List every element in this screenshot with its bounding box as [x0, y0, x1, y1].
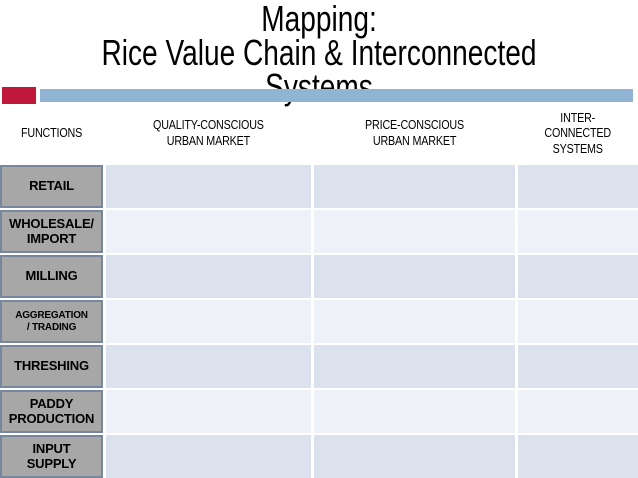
table-cell: [518, 165, 638, 208]
column-header-price-conscious-urban-market: PRICE-CONSCIOUS URBAN MARKET: [314, 104, 515, 164]
table-cell: [314, 300, 515, 343]
table-cell: [314, 165, 515, 208]
table-cell: [314, 435, 515, 478]
row-label-text: INPUT SUPPLY: [26, 440, 77, 471]
row-label-text: RETAIL: [29, 178, 74, 194]
table-cell: [518, 210, 638, 253]
table-cell: [106, 390, 311, 433]
red-accent-bar: [2, 87, 36, 104]
row-label-retail: RETAIL: [0, 165, 103, 208]
table-cell: [518, 255, 638, 298]
column-header-interconnected-systems: INTER- CONNECTED SYSTEMS: [518, 104, 638, 164]
column-header-label: QUALITY-CONSCIOUS URBAN MARKET: [153, 118, 264, 148]
table-cell: [106, 345, 311, 388]
table-cell: [106, 210, 311, 253]
table-cell: [314, 210, 515, 253]
table-cell: [314, 390, 515, 433]
value-chain-table: RETAIL WHOLESALE/ IMPORT MILLING AGGREGA…: [0, 165, 638, 478]
blue-accent-bar: [40, 89, 633, 102]
row-label-text: WHOLESALE/ IMPORT: [9, 215, 94, 246]
column-header-label: FUNCTIONS: [20, 126, 83, 141]
table-cell: [518, 435, 638, 478]
table-cell: [314, 255, 515, 298]
column-header-quality-conscious-urban-market: QUALITY-CONSCIOUS URBAN MARKET: [106, 104, 311, 164]
table-cell: [518, 390, 638, 433]
table-cell: [106, 255, 311, 298]
table-cell: [518, 300, 638, 343]
column-header-label: PRICE-CONSCIOUS URBAN MARKET: [365, 118, 464, 148]
table-cell: [106, 435, 311, 478]
table-cell: [106, 165, 311, 208]
row-label-text: THRESHING: [14, 358, 89, 374]
row-label-text: MILLING: [25, 268, 78, 284]
column-header-functions: FUNCTIONS: [0, 104, 103, 164]
row-label-threshing: THRESHING: [0, 345, 103, 388]
row-label-text: PADDY PRODUCTION: [8, 395, 95, 426]
table-cell: [518, 345, 638, 388]
table-cell: [314, 345, 515, 388]
page-title: Mapping: Rice Value Chain & Interconnect…: [0, 0, 638, 107]
title-line-2: Rice Value Chain & Interconnected System…: [101, 32, 537, 107]
row-label-text: AGGREGATION / TRADING: [15, 310, 88, 333]
column-header-label: INTER- CONNECTED SYSTEMS: [544, 110, 612, 156]
title-line-1: Mapping:: [261, 0, 377, 39]
row-label-wholesale-import: WHOLESALE/ IMPORT: [0, 210, 103, 253]
row-label-paddy-production: PADDY PRODUCTION: [0, 390, 103, 433]
row-label-input-supply: INPUT SUPPLY: [0, 435, 103, 478]
row-label-milling: MILLING: [0, 255, 103, 298]
row-label-aggregation-trading: AGGREGATION / TRADING: [0, 300, 103, 343]
table-cell: [106, 300, 311, 343]
